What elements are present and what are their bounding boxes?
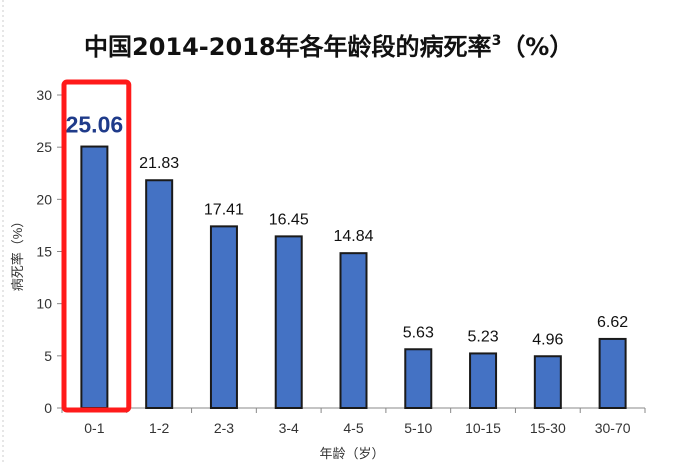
y-tick-label: 20 <box>36 191 52 207</box>
highlight-box <box>61 79 132 413</box>
bar-15-30 <box>533 355 562 410</box>
data-label-15-30: 4.96 <box>532 331 563 348</box>
highlight-group <box>61 79 132 413</box>
y-tick-label: 30 <box>36 87 52 103</box>
data-label-2-3: 17.41 <box>204 201 244 218</box>
data-label-5-10: 5.63 <box>403 324 434 341</box>
y-tick-label: 5 <box>44 348 52 364</box>
data-label-30-70: 6.62 <box>597 314 628 331</box>
y-tick-label: 25 <box>36 139 52 155</box>
bar-4-5 <box>339 252 368 409</box>
y-tick-label: 10 <box>36 296 52 312</box>
y-ticks: 0 5 10 15 20 25 30 <box>36 87 62 416</box>
bar-2-3 <box>209 225 238 409</box>
x-ticks: 0-1 1-2 2-3 3-4 4-5 5-10 10-15 15-30 30-70 <box>61 408 646 436</box>
chart-title-suffix: （%） <box>501 33 573 61</box>
data-label-0-1: 25.06 <box>66 112 124 138</box>
x-tick-label-5-10: 5-10 <box>404 420 432 436</box>
x-tick-label-0-1: 0-1 <box>84 420 104 436</box>
x-tick-label-1-2: 1-2 <box>149 420 169 436</box>
x-tick-label-10-15: 10-15 <box>465 420 501 436</box>
data-label-4-5: 14.84 <box>333 228 373 245</box>
bar-30-70 <box>598 337 627 409</box>
x-tick-label-3-4: 3-4 <box>279 420 299 436</box>
bar-1-2 <box>145 179 174 409</box>
chart-title: 中国2014-2018年各年龄段的病死率3（%） <box>84 33 573 61</box>
y-tick-label: 15 <box>36 244 52 260</box>
x-tick-label-30-70: 30-70 <box>595 420 631 436</box>
bar-0-1 <box>80 145 109 409</box>
data-label-1-2: 21.83 <box>139 155 179 172</box>
bar-5-10 <box>404 348 433 410</box>
bar-10-15 <box>469 352 498 409</box>
data-label-3-4: 16.45 <box>269 211 309 228</box>
data-label-10-15: 5.23 <box>467 328 498 345</box>
x-tick-label-2-3: 2-3 <box>214 420 234 436</box>
bar-labels: 25.06 21.83 17.41 16.45 14.84 5.63 5.23 4.96 6.6… <box>66 112 629 349</box>
y-tick-label: 0 <box>44 400 52 416</box>
x-tick-label-4-5: 4-5 <box>343 420 363 436</box>
x-axis-label: 年龄（岁） <box>319 446 384 461</box>
y-axis-label: 病死率（%） <box>10 215 25 292</box>
bars <box>80 145 627 410</box>
chart-title-superscript: 3 <box>492 33 502 49</box>
chart-title-main: 中国2014-2018年各年龄段的病死率 <box>84 33 492 61</box>
x-tick-label-15-30: 15-30 <box>530 420 566 436</box>
bar-3-4 <box>274 235 303 409</box>
